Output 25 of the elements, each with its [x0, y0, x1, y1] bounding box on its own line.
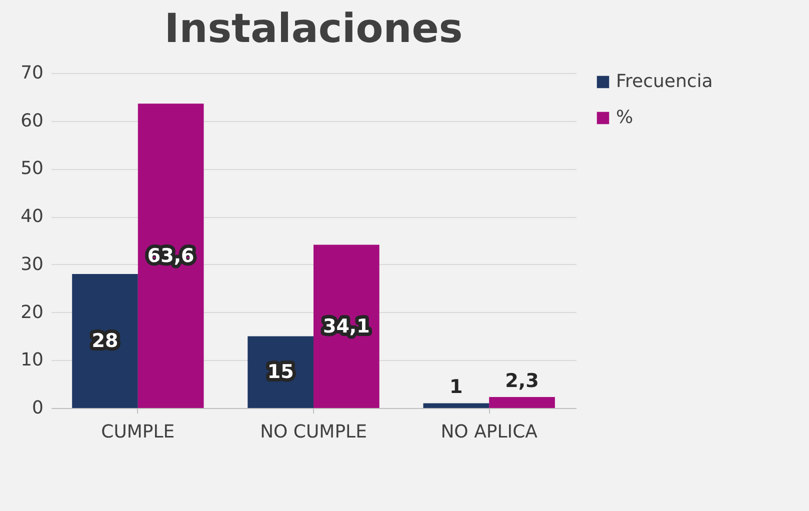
- x-tick-label: NO APLICA: [440, 422, 538, 442]
- x-tick-label: CUMPLE: [101, 422, 175, 442]
- y-tick-label: 20: [20, 302, 44, 323]
- data-label: 2,3: [505, 370, 539, 392]
- y-tick-label: 30: [20, 254, 44, 275]
- bar: [489, 396, 555, 408]
- legend-label: %: [616, 107, 634, 128]
- data-label: 63,6: [147, 244, 194, 267]
- data-label: 34,1: [322, 315, 370, 338]
- bar: [138, 104, 204, 408]
- y-tick-label: 10: [20, 350, 44, 371]
- bar: [72, 274, 138, 408]
- y-tick-label: 40: [20, 206, 44, 228]
- x-tick-label: NO CUMPLE: [260, 422, 367, 442]
- data-label: 1: [450, 376, 463, 398]
- y-tick-label: 50: [20, 158, 44, 180]
- chart-title: Instalaciones: [164, 6, 463, 52]
- y-tick-label: 0: [32, 398, 44, 418]
- bar: [314, 244, 380, 408]
- y-tick-label: 70: [20, 62, 44, 84]
- data-label: 15: [267, 361, 294, 384]
- legend-label: Frecuencia: [616, 71, 713, 92]
- bar: [423, 403, 490, 408]
- y-tick-label: 60: [20, 110, 44, 132]
- data-label: 28: [92, 330, 118, 352]
